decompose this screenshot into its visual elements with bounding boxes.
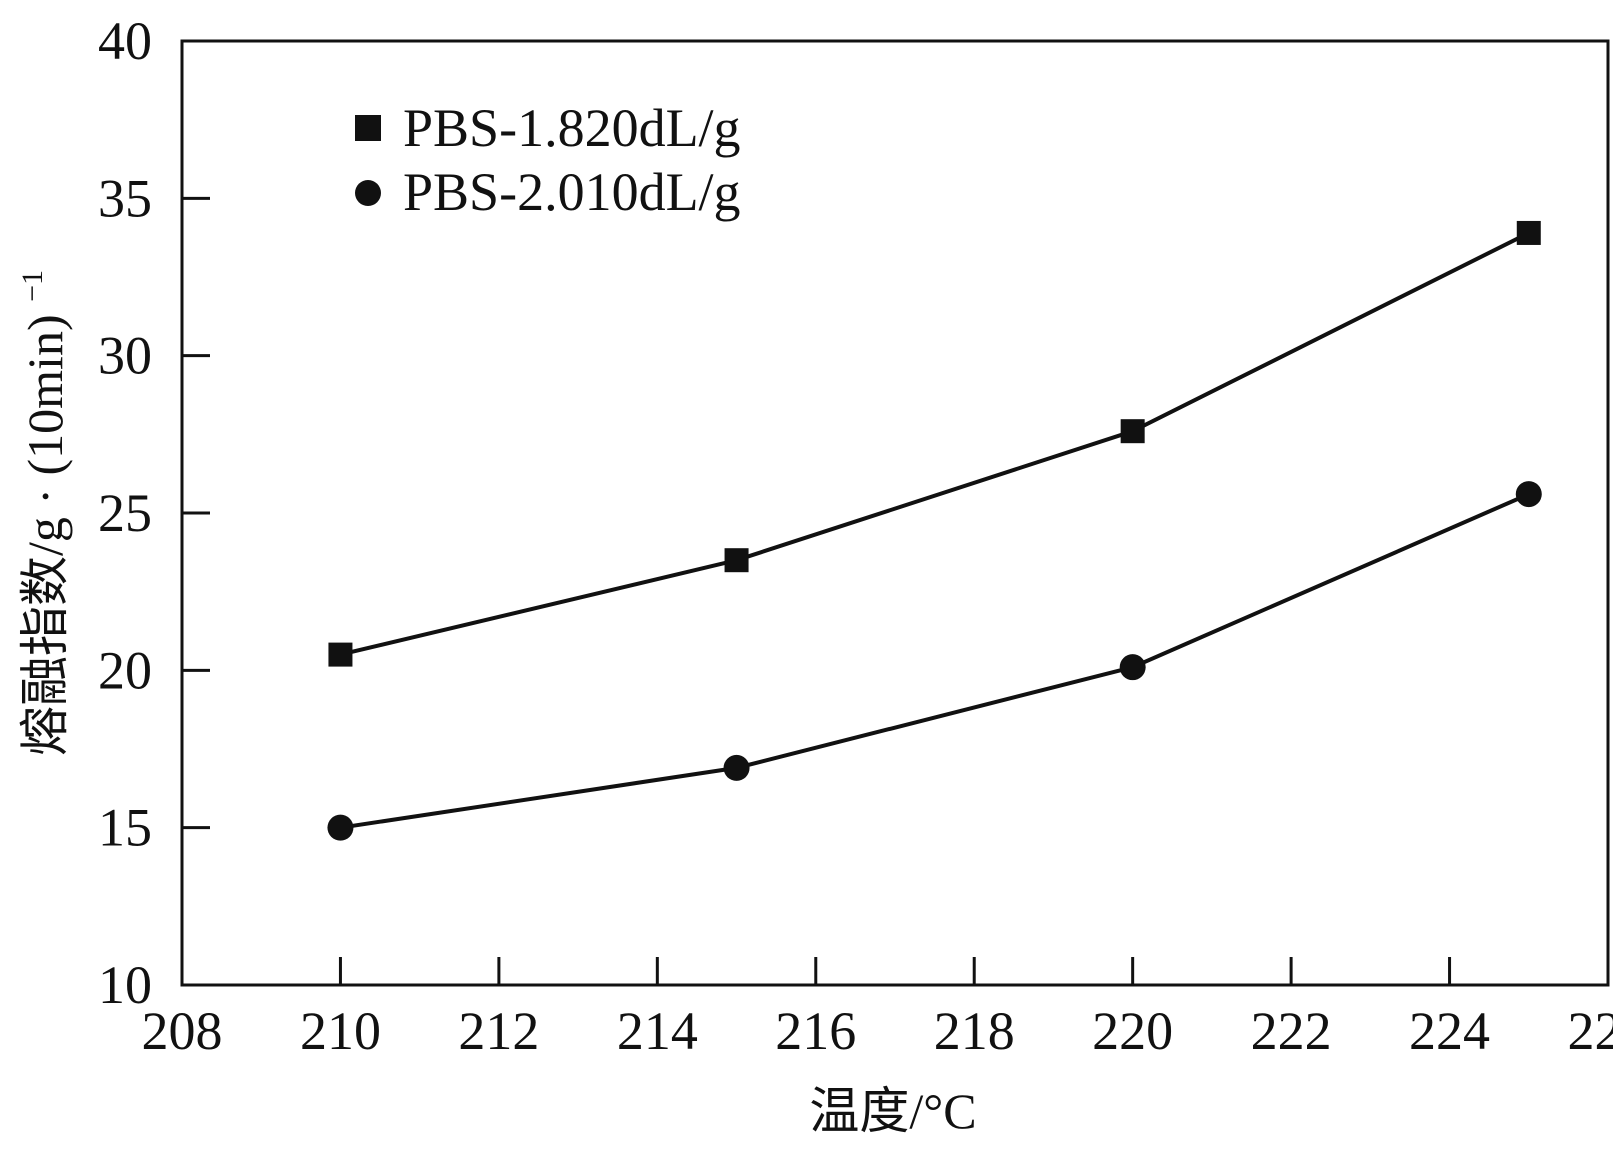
y-tick-label: 15 [98, 798, 152, 858]
plot-frame [182, 41, 1608, 985]
x-tick-label: 222 [1251, 1001, 1332, 1061]
legend-marker-square [355, 115, 381, 141]
x-tick-label: 224 [1409, 1001, 1490, 1061]
x-tick-label: 220 [1092, 1001, 1173, 1061]
y-tick-label: 20 [98, 640, 152, 700]
series-1-point [1121, 419, 1145, 443]
legend-marker-circle [355, 180, 381, 206]
y-axis-title-superscript: −1 [16, 270, 49, 302]
x-tick-label: 226 [1568, 1001, 1613, 1061]
x-axis-title: 温度/°C [809, 1083, 976, 1139]
y-tick-label: 40 [98, 11, 152, 71]
x-tick-label: 214 [617, 1001, 698, 1061]
x-tick-label: 216 [775, 1001, 856, 1061]
series-1-point [328, 643, 352, 667]
y-axis-title-main: 熔融指数/g · (10min) [17, 314, 73, 756]
x-tick-label: 208 [142, 1001, 223, 1061]
y-tick-label: 30 [98, 326, 152, 386]
y-tick-label: 10 [98, 955, 152, 1015]
series-2-point [1120, 654, 1146, 680]
series-2-point [327, 815, 353, 841]
x-axis-ticks: 208 210 212 214 216 218 220 222 224 226 [142, 957, 1613, 1061]
y-tick-label: 35 [98, 168, 152, 228]
series-2-point [724, 755, 750, 781]
y-axis-title: 熔融指数/g · (10min) −1 [16, 270, 73, 756]
y-axis-title-group: 熔融指数/g · (10min) −1 [16, 270, 73, 756]
legend: PBS-1.820dL/g PBS-2.010dL/g [355, 98, 741, 222]
series-1-point [1517, 221, 1541, 245]
x-tick-label: 212 [458, 1001, 539, 1061]
series-1-line [340, 233, 1528, 655]
legend-label-series-1: PBS-1.820dL/g [403, 98, 741, 158]
series-2-point [1516, 481, 1542, 507]
series-2-line [340, 494, 1528, 828]
y-axis-ticks: 10 15 20 25 30 35 40 [98, 11, 210, 1015]
legend-label-series-2: PBS-2.010dL/g [403, 162, 741, 222]
series-layer [327, 221, 1541, 841]
x-tick-label: 210 [300, 1001, 381, 1061]
y-tick-label: 25 [98, 483, 152, 543]
x-tick-label: 218 [934, 1001, 1015, 1061]
series-1-point [725, 548, 749, 572]
